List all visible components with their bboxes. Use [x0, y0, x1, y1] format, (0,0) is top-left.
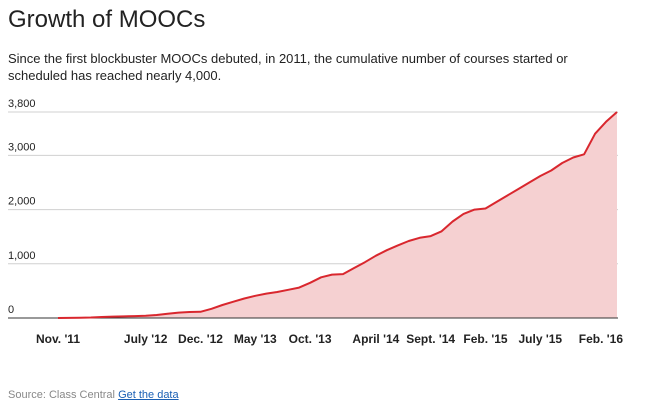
x-tick-label: Feb. '15: [463, 332, 508, 346]
source-line: Source: Class Central Get the data: [8, 389, 179, 401]
x-tick-label: Dec. '12: [178, 332, 223, 346]
x-tick-label: April '14: [352, 332, 399, 346]
y-tick-label: 3,000: [8, 141, 36, 153]
x-tick-label: Feb. '16: [579, 332, 624, 346]
y-tick-label: 1,000: [8, 250, 36, 262]
chart-subtitle: Since the first blockbuster MOOCs debute…: [8, 51, 568, 83]
y-tick-label: 0: [8, 304, 14, 316]
x-tick-label: Nov. '11: [36, 332, 80, 346]
source-label: Source: Class Central: [8, 389, 115, 401]
y-tick-label: 3,800: [8, 98, 36, 110]
x-tick-label: July '15: [519, 332, 563, 346]
x-tick-label: May '13: [234, 332, 277, 346]
y-tick-label: 2,000: [8, 196, 36, 208]
area-fill: [58, 112, 617, 318]
series-line: [57, 111, 618, 319]
x-tick-label: Oct. '13: [289, 332, 332, 346]
area-chart: 0 1,000 2,000 3,000 3,800 Nov. '11 July '12 Dec…: [8, 98, 624, 346]
get-data-link[interactable]: Get the data: [118, 389, 179, 401]
x-tick-label: July '12: [124, 332, 168, 346]
chart-title: Growth of MOOCs: [8, 6, 206, 33]
x-tick-label: Sept. '14: [406, 332, 455, 346]
